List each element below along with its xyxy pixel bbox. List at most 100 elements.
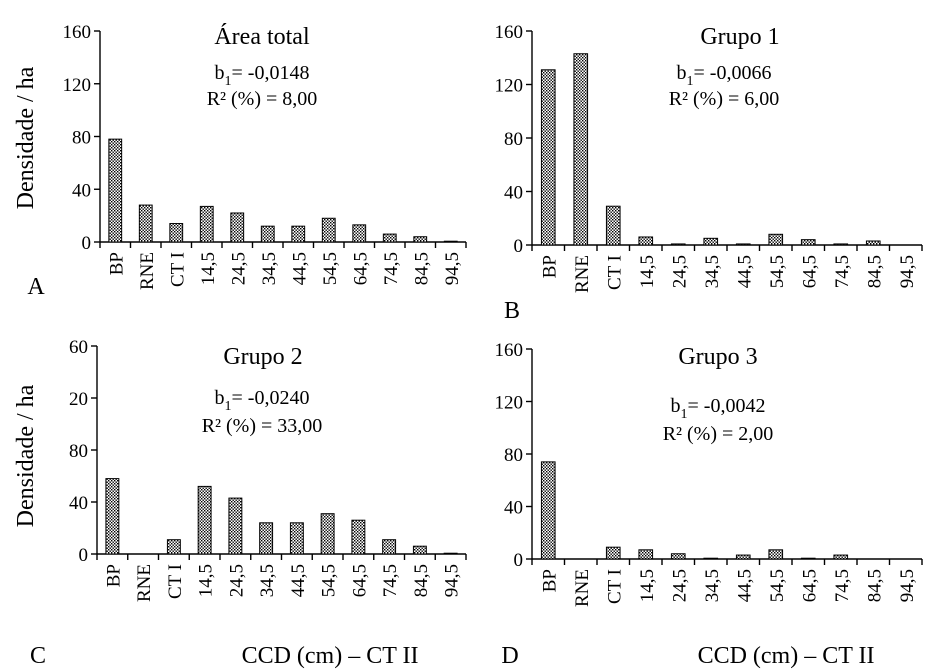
x-tick-label: RNE [572,255,593,293]
x-axis-label: CCD (cm) – CT II [698,643,875,669]
slope-subscript: 1 [225,74,232,89]
y-tick-label: 0 [79,545,89,566]
x-tick-label: 54,5 [767,569,788,602]
y-tick-label: 160 [495,22,524,43]
y-tick-label: 0 [514,236,524,257]
x-tick-label: 54,5 [767,255,788,288]
panel-letter: D [501,643,518,669]
panel-c: Densidade / ha Grupo 2 b1= -0,0240 R² (%… [13,337,467,669]
x-tick-label: 34,5 [702,255,723,288]
y-tick-label: 80 [504,445,523,466]
bar [800,239,816,246]
chart-title: Grupo 1 [700,24,779,50]
x-tick-label: BP [539,255,560,278]
x-tick-label: CT I [167,252,188,287]
x-tick-label: 44,5 [289,252,310,285]
x-tick-label: 84,5 [864,569,885,602]
r2-stat: R² (%) = 33,00 [202,415,323,437]
bar [605,546,621,560]
slope-symbol: b [671,395,681,417]
bar [228,497,243,555]
x-tick-label: BP [539,569,560,592]
x-tick-label: 54,5 [320,252,341,285]
bar [382,539,397,555]
slope-stat: b1= -0,0240 [215,387,310,414]
x-tick-label: 24,5 [228,252,249,285]
slope-value: = -0,0042 [688,395,766,417]
r2-stat: R² (%) = 8,00 [207,88,318,110]
x-tick-label: 24,5 [669,569,690,602]
slope-value: = -0,0240 [232,387,310,409]
y-tick-label: 40 [69,493,88,514]
y-tick-label: 120 [495,393,524,414]
bar [291,225,306,243]
bar [169,223,184,243]
x-tick-label: 14,5 [198,252,219,285]
bar [703,557,719,560]
bar [382,233,397,243]
bar [199,205,214,243]
bar [703,237,719,246]
plot-area: 0 40 80 120 160 BP RNE CT I 14,5 24,5 34,5 44,5 54,5… [495,22,923,293]
x-tick-label: 84,5 [411,564,432,597]
x-tick-label: RNE [134,564,155,602]
x-tick-label: 44,5 [734,569,755,602]
bar [352,224,367,243]
bar [443,552,458,555]
x-tick-label: CT I [165,564,186,599]
x-tick-label: 74,5 [832,255,853,288]
slope-symbol: b [215,387,225,409]
panel-letter: C [30,643,46,669]
x-tick-label: RNE [572,569,593,607]
slope-stat: b1= -0,0066 [677,62,772,89]
bar [800,557,816,560]
bar [289,522,304,555]
bar [260,225,275,243]
y-tick-label: 20 [69,389,88,410]
x-tick-label: 84,5 [864,255,885,288]
panel-b: Grupo 1 b1= -0,0066 R² (%) = 6,00 B 0 40 8… [495,22,923,324]
bar [768,549,784,560]
panel-letter: B [504,298,520,324]
bar [321,217,336,243]
bar [670,553,686,560]
bar [443,240,458,243]
x-tick-label: 94,5 [897,255,918,288]
y-axis-label: Densidade / ha [13,384,39,527]
bar [197,485,212,555]
y-tick-label: 40 [504,183,523,204]
panel-a: Densidade / ha Área total b1= -0,0148 R²… [13,22,467,300]
bar [320,513,335,555]
bar [735,243,751,246]
y-tick-label: 120 [495,76,524,97]
x-tick-label: 24,5 [226,564,247,597]
y-tick-label: 80 [504,129,523,150]
x-tick-label: CT I [604,255,625,290]
x-tick-label: 74,5 [832,569,853,602]
x-tick-label: 54,5 [319,564,340,597]
slope-value: = -0,0066 [694,62,772,84]
plot-area: 0 40 80 120 160 BP RNE CT I 14,5 24,5 34,5 44,5 54,5… [495,340,923,607]
x-tick-label: 24,5 [669,255,690,288]
y-tick-label: 80 [69,441,88,462]
y-tick-label: 0 [82,233,92,254]
bar [413,236,428,243]
y-tick-label: 60 [69,337,88,358]
slope-symbol: b [677,62,687,84]
bar [230,212,245,243]
y-tick-label: 120 [63,75,92,96]
y-tick-label: 40 [72,180,91,201]
x-tick-label: BP [103,564,124,587]
bar [540,69,556,246]
slope-subscript: 1 [681,407,688,422]
x-tick-label: 64,5 [799,255,820,288]
bar [865,240,881,246]
slope-stat: b1= -0,0042 [671,395,766,422]
bar [412,545,427,555]
plot-area: 0 40 80 20 60 BP RNE CT I 14,5 24,5 34,5 44,5 54,5 64… [69,337,467,602]
chart-title: Grupo 3 [678,344,757,370]
r2-stat: R² (%) = 6,00 [669,88,780,110]
y-tick-label: 160 [63,22,92,43]
slope-value: = -0,0148 [232,62,310,84]
x-tick-label: 94,5 [897,569,918,602]
